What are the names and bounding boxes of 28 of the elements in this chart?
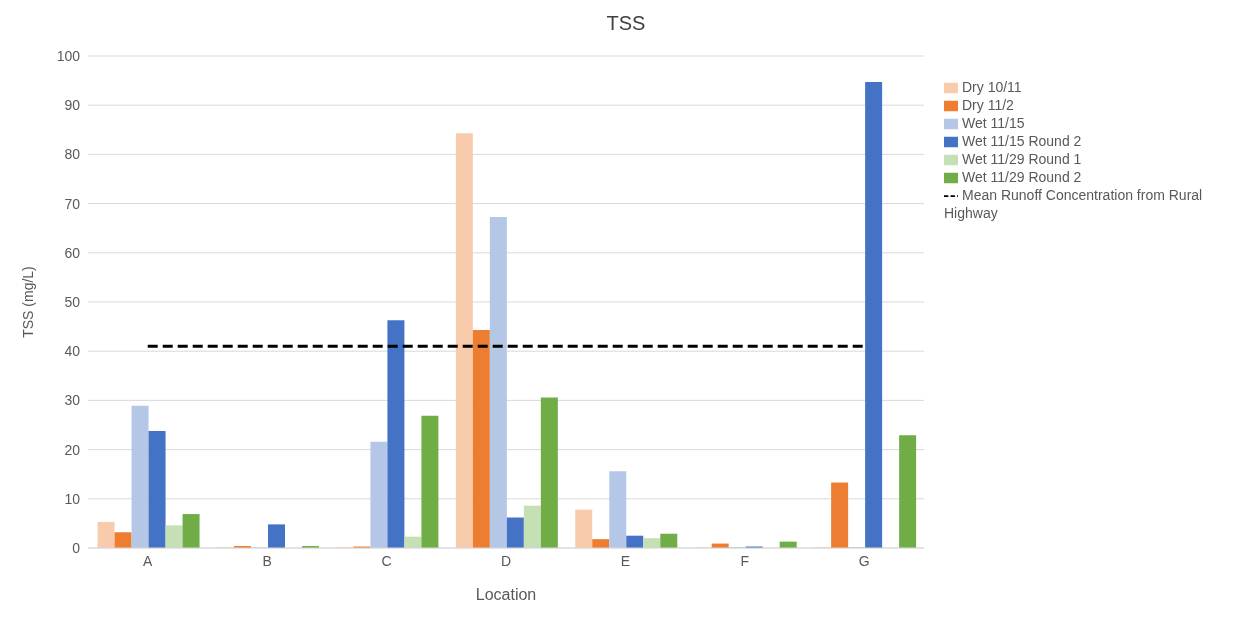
y-tick-label: 20: [64, 441, 81, 458]
legend-label: Wet 11/15: [962, 115, 1025, 131]
x-tick-label: C: [381, 552, 392, 569]
y-tick-label: 80: [64, 146, 81, 163]
legend-label: Wet 11/29 Round 2: [962, 169, 1082, 185]
chart-title: TSS: [605, 12, 647, 35]
x-tick-label: G: [858, 552, 870, 569]
y-tick-label: 10: [64, 490, 81, 507]
y-tick-label: 90: [64, 97, 81, 114]
y-tick-label: 100: [56, 47, 81, 64]
x-tick-label: D: [500, 552, 512, 569]
x-axis-title: Location: [475, 586, 537, 603]
y-tick-label: 0: [72, 539, 81, 556]
legend-label: Dry 11/2: [962, 97, 1014, 113]
x-tick-label: A: [143, 552, 154, 569]
y-tick-label: 40: [64, 343, 81, 360]
x-tick-label: F: [740, 552, 750, 569]
y-tick-label: 30: [64, 392, 81, 409]
legend-label: Wet 11/29 Round 1: [962, 151, 1082, 167]
y-tick-label: 60: [64, 244, 81, 261]
legend-label: Mean Runoff Concentration from Rural Highway: [944, 187, 1203, 221]
legend-label: Wet 11/15 Round 2: [962, 133, 1082, 149]
legend-label: Dry 10/11: [962, 79, 1022, 95]
y-axis-title: TSS (mg/L): [19, 266, 36, 338]
x-tick-label: E: [620, 552, 631, 569]
x-tick-label: B: [262, 552, 272, 569]
y-tick-label: 50: [64, 293, 81, 310]
y-tick-label: 70: [64, 195, 81, 212]
